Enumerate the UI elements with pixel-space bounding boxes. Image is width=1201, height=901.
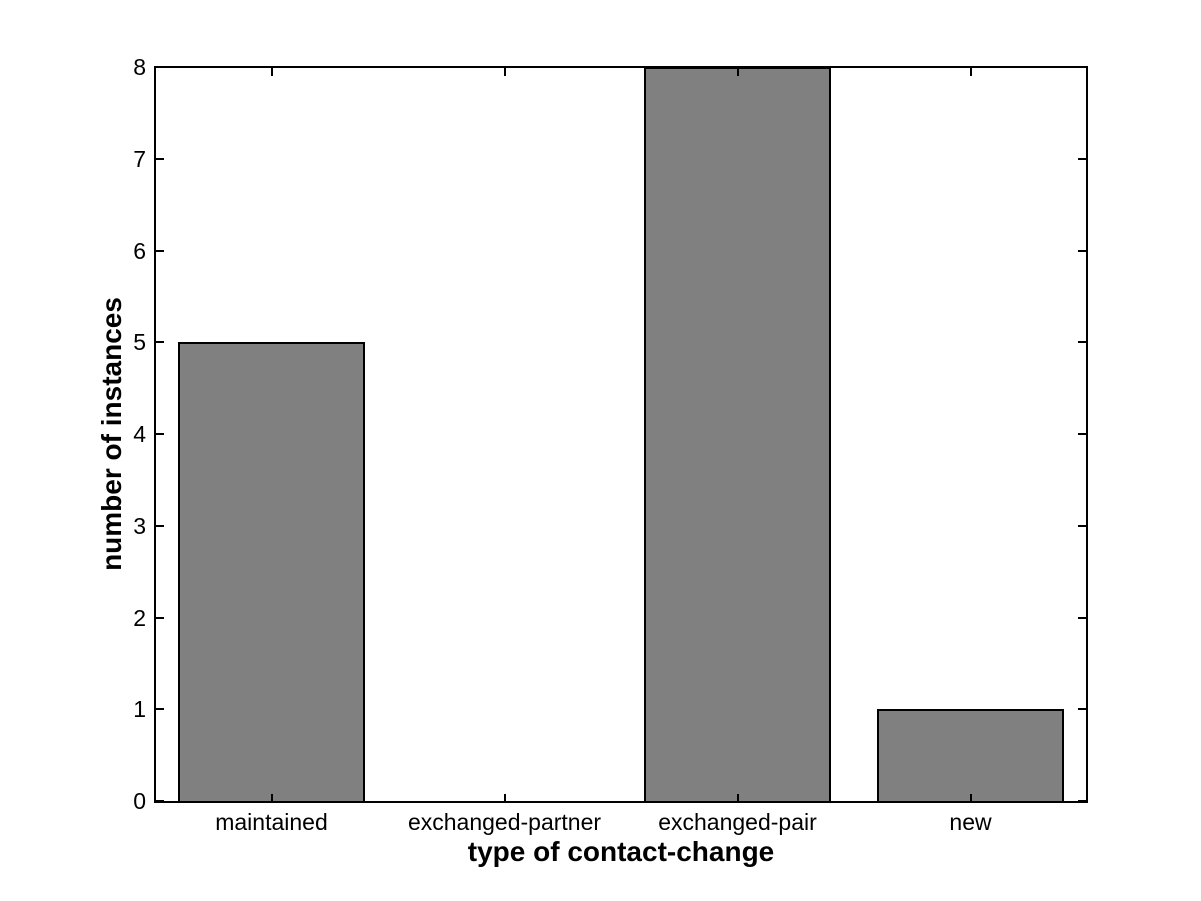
y-tick-left-5 xyxy=(155,341,164,344)
y-tick-right-3 xyxy=(1078,524,1087,527)
y-tick-left-2 xyxy=(155,616,164,619)
y-tick-label-4: 4 xyxy=(133,421,146,447)
y-tick-label-7: 7 xyxy=(133,145,146,172)
y-tick-left-7 xyxy=(155,157,164,160)
y-tick-left-8 xyxy=(155,66,164,68)
y-tick-right-0 xyxy=(1078,800,1087,802)
bar-new xyxy=(877,709,1064,803)
y-tick-left-0 xyxy=(155,800,164,802)
y-tick-left-4 xyxy=(155,433,164,435)
x-tick-bottom-maintained xyxy=(270,794,273,803)
x-tick-bottom-exchanged-partner xyxy=(503,794,506,803)
y-tick-label-1: 1 xyxy=(133,696,146,723)
x-category-label-exchanged-partner: exchanged-partner xyxy=(407,809,602,835)
x-tick-top-maintained xyxy=(270,67,273,76)
y-tick-right-4 xyxy=(1078,433,1087,435)
x-tick-top-exchanged-pair xyxy=(736,67,739,76)
y-tick-right-5 xyxy=(1078,341,1087,344)
x-tick-top-new xyxy=(969,67,972,76)
y-axis-label: number of instances xyxy=(96,297,127,571)
y-tick-label-8: 8 xyxy=(133,54,146,80)
x-category-label-maintained: maintained xyxy=(215,809,328,835)
y-tick-left-3 xyxy=(155,524,164,527)
y-tick-left-6 xyxy=(155,249,164,252)
y-tick-right-6 xyxy=(1078,249,1087,252)
y-tick-left-1 xyxy=(155,708,164,711)
y-tick-right-8 xyxy=(1078,66,1087,68)
x-tick-bottom-exchanged-pair xyxy=(736,794,739,803)
y-tick-label-0: 0 xyxy=(133,788,146,814)
y-tick-right-2 xyxy=(1078,616,1087,619)
bar-maintained xyxy=(178,342,365,803)
y-tick-label-3: 3 xyxy=(133,512,146,539)
bar-exchanged-pair xyxy=(644,67,831,803)
y-tick-label-2: 2 xyxy=(133,604,146,631)
x-category-label-new: new xyxy=(949,809,992,835)
x-tick-top-exchanged-partner xyxy=(503,67,506,76)
y-tick-right-7 xyxy=(1078,157,1087,160)
y-tick-right-1 xyxy=(1078,708,1087,711)
x-category-label-exchanged-pair: exchanged-pair xyxy=(658,809,817,835)
y-tick-label-6: 6 xyxy=(133,237,146,264)
y-tick-label-5: 5 xyxy=(133,329,146,356)
x-axis-label: type of contact-change xyxy=(467,836,775,867)
x-tick-bottom-new xyxy=(969,794,972,803)
